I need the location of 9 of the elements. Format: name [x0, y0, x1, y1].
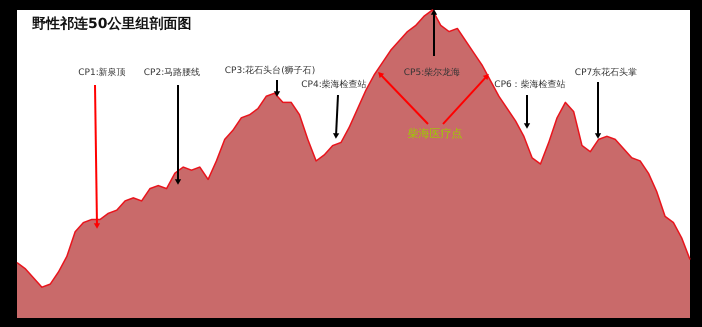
- annotation: 柴海医疗点: [408, 127, 462, 140]
- annotation: CP6：柴海检查站: [494, 79, 566, 90]
- annotation: CP7东花石头掌: [574, 67, 638, 78]
- chart-title: 野性祁连50公里组剖面图: [32, 15, 192, 32]
- annotation: CP3:花石头台(狮子石): [224, 65, 316, 76]
- annotation: CP2:马路腰线: [144, 67, 200, 78]
- annotation: CP5:柴尔龙海: [404, 67, 460, 78]
- annotation: CP4:柴海检查站: [301, 79, 367, 90]
- annotation: CP1:新泉顶: [78, 67, 126, 78]
